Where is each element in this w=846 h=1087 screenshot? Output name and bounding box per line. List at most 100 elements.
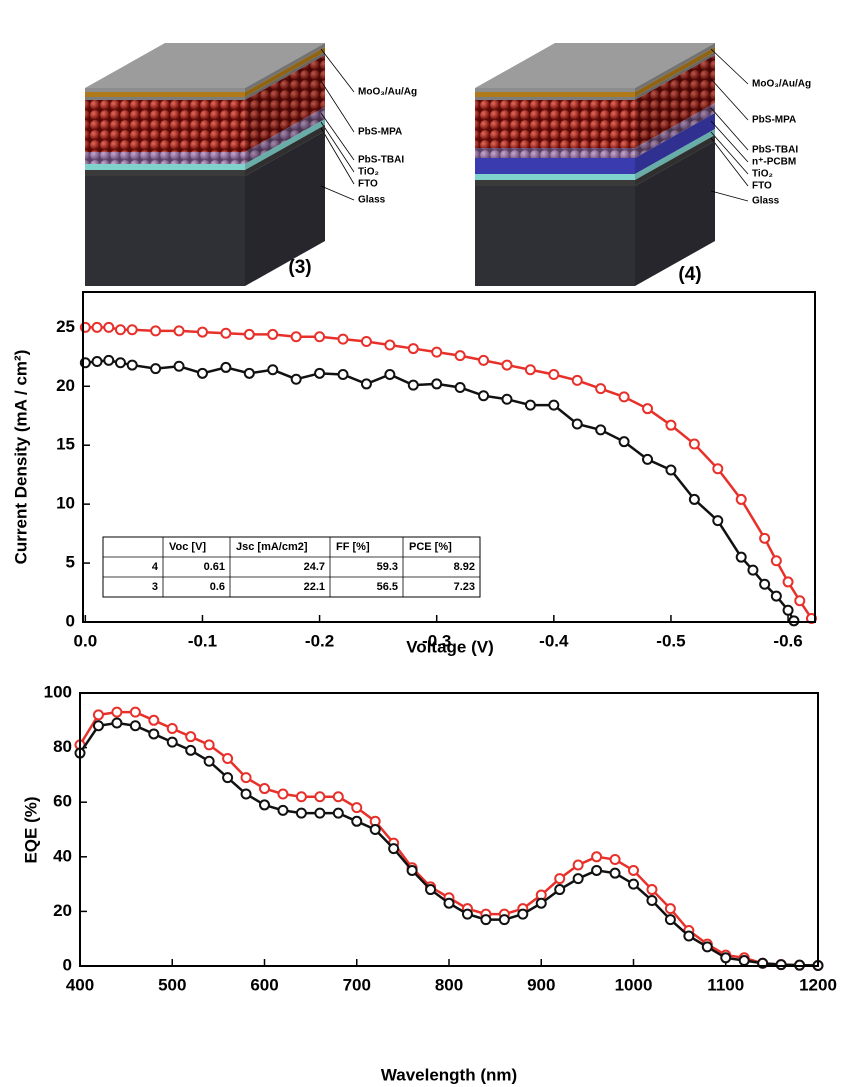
data-point (166, 736, 178, 748)
data-point (111, 706, 123, 718)
chart: 0 5 10 15 20 25 0.0 -0.1 -0.2 -0.3 -0.4 -0.5 -0.6 Vol… (11, 291, 817, 656)
data-point (775, 959, 787, 971)
layer-label: Glass (358, 195, 386, 206)
data-point (203, 739, 215, 751)
data-point (609, 867, 621, 879)
data-point (747, 564, 759, 576)
data-point (688, 438, 700, 450)
layer-front (475, 88, 635, 92)
data-point (337, 333, 349, 345)
layer-label: TiO₂ (752, 169, 773, 180)
y-tick-label: 25 (56, 317, 75, 336)
data-point (240, 772, 252, 784)
data-point (782, 604, 794, 616)
table-cell: 56.5 (377, 581, 398, 593)
data-point (628, 878, 639, 890)
inset-table: Voc [V] Jsc [mA/cm2] FF [%] PCE [%] 4 0.61 24.… (102, 536, 481, 598)
data-point (735, 493, 747, 505)
data-point (129, 720, 141, 732)
side-shade (635, 135, 715, 186)
data-point (259, 783, 270, 795)
data-point (735, 551, 747, 563)
data-point (720, 952, 732, 964)
data-point (759, 532, 771, 544)
x-tick-label: 700 (343, 975, 371, 994)
data-point (332, 791, 344, 803)
layer-front (85, 164, 245, 170)
data-point (501, 393, 513, 405)
data-point (665, 419, 677, 431)
x-axis-label: Wavelength (nm) (381, 1065, 517, 1084)
data-point (571, 418, 583, 430)
data-point (478, 390, 490, 402)
data-point (351, 815, 363, 827)
data-point (572, 873, 584, 885)
data-point (259, 799, 270, 811)
layer-front (85, 176, 245, 286)
layer-front (85, 88, 245, 92)
layer-side (635, 55, 715, 148)
side-shade (245, 55, 325, 152)
x-axis-label: Voltage (V) (406, 637, 494, 656)
side-shade (245, 47, 325, 97)
y-tick-label: 20 (53, 901, 72, 920)
data-point (277, 804, 289, 816)
layer-side (635, 52, 715, 100)
table-header: Voc [V] (169, 541, 206, 553)
data-point (770, 555, 782, 567)
table-header: Jsc [mA/cm2] (236, 541, 308, 553)
data-point (290, 373, 302, 385)
data-point (314, 331, 326, 343)
y-tick-label: 5 (66, 553, 75, 572)
data-point (103, 321, 115, 333)
side-shade (245, 107, 325, 164)
data-point (688, 493, 700, 505)
data-point (591, 864, 603, 876)
data-point (150, 363, 162, 375)
layer-label: MoO₃/Au/Ag (358, 87, 417, 98)
x-tick-label: -0.6 (773, 631, 802, 650)
data-point (572, 859, 584, 871)
data-point (646, 894, 658, 906)
leader-line (320, 185, 355, 201)
side-shade (635, 43, 715, 92)
layer-front (85, 170, 245, 176)
data-point (126, 324, 138, 336)
leader-line (320, 80, 355, 133)
data-point (431, 378, 443, 390)
data-point (295, 807, 307, 819)
data-point (794, 595, 806, 607)
data-point (360, 378, 372, 390)
data-point (148, 728, 160, 740)
layer-front (85, 92, 245, 97)
leader-line (320, 112, 355, 161)
y-tick-label: 20 (56, 376, 75, 395)
table-bg (102, 536, 481, 598)
side-shade (635, 103, 715, 158)
x-tick-label: 1200 (799, 975, 837, 994)
chart: 0 20 40 60 80 100 400 500 600 700 800 900 1000 1100 12… (21, 682, 836, 1084)
x-tick-label: -0.2 (305, 631, 334, 650)
side-shade (635, 141, 715, 286)
data-point (185, 744, 197, 756)
side-shade (635, 47, 715, 97)
data-point (478, 354, 490, 366)
data-point (388, 843, 400, 855)
leader-line (710, 120, 749, 163)
data-point (129, 706, 141, 718)
leader-line (710, 190, 749, 202)
data-point (384, 339, 396, 351)
side-shade (635, 55, 715, 148)
layer-label: FTO (752, 181, 772, 192)
y-tick-label: 0 (66, 611, 75, 630)
side-shade (635, 129, 715, 180)
data-point (571, 374, 583, 386)
layer-label: PbS-TBAI (358, 155, 404, 166)
data-point (267, 328, 279, 340)
data-point (173, 360, 185, 372)
layer-front (475, 180, 635, 186)
layer-label: TiO₂ (358, 167, 379, 178)
data-point (595, 383, 607, 395)
y-axis-label: Current Density (mA / cm²) (11, 350, 30, 565)
